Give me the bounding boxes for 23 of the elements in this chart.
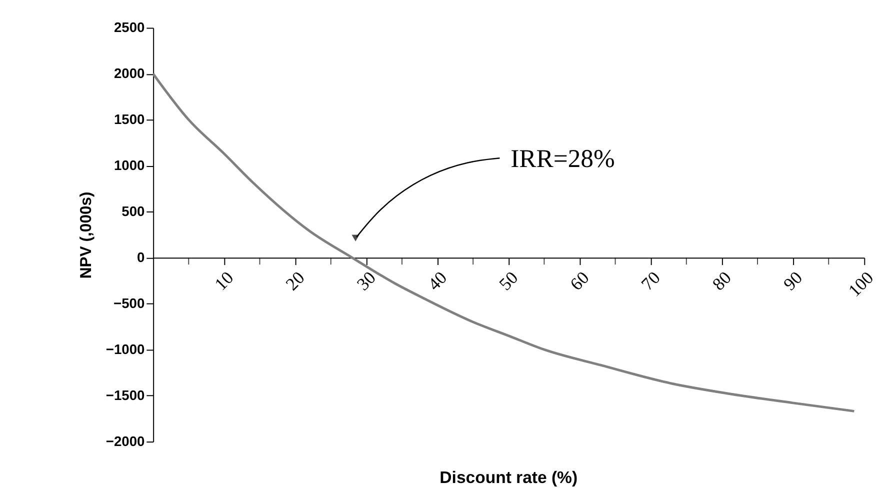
x-tick-label: 70 [637, 267, 664, 294]
x-tick-label: 40 [424, 267, 451, 294]
y-tick-label: 500 [122, 203, 145, 220]
y-tick-label: 0 [137, 249, 145, 266]
x-tick-label: 10 [210, 267, 238, 294]
x-tick-label: 60 [566, 267, 593, 294]
y-axis-title: NPV (,000s) [78, 192, 96, 279]
x-tick-label: 30 [352, 267, 380, 294]
y-tick-label: −2000 [106, 433, 145, 450]
x-tick-label: 50 [495, 267, 522, 294]
y-tick-label: 2500 [114, 19, 145, 36]
y-tick-label: 1500 [114, 111, 145, 128]
y-tick-label: 1000 [114, 157, 145, 174]
y-tick-label: −1000 [106, 341, 145, 358]
y-tick-label: 2000 [114, 65, 145, 82]
y-tick-label: −1500 [106, 387, 145, 404]
x-axis-title: Discount rate (%) [440, 468, 578, 488]
y-tick-label: −500 [114, 295, 145, 312]
x-tick-label: 80 [708, 267, 736, 294]
x-tick-label: 20 [282, 267, 308, 294]
x-tick-label: 90 [779, 267, 806, 294]
x-tick-label: 100 [844, 267, 877, 300]
annotation: IRR=28% [510, 144, 615, 174]
